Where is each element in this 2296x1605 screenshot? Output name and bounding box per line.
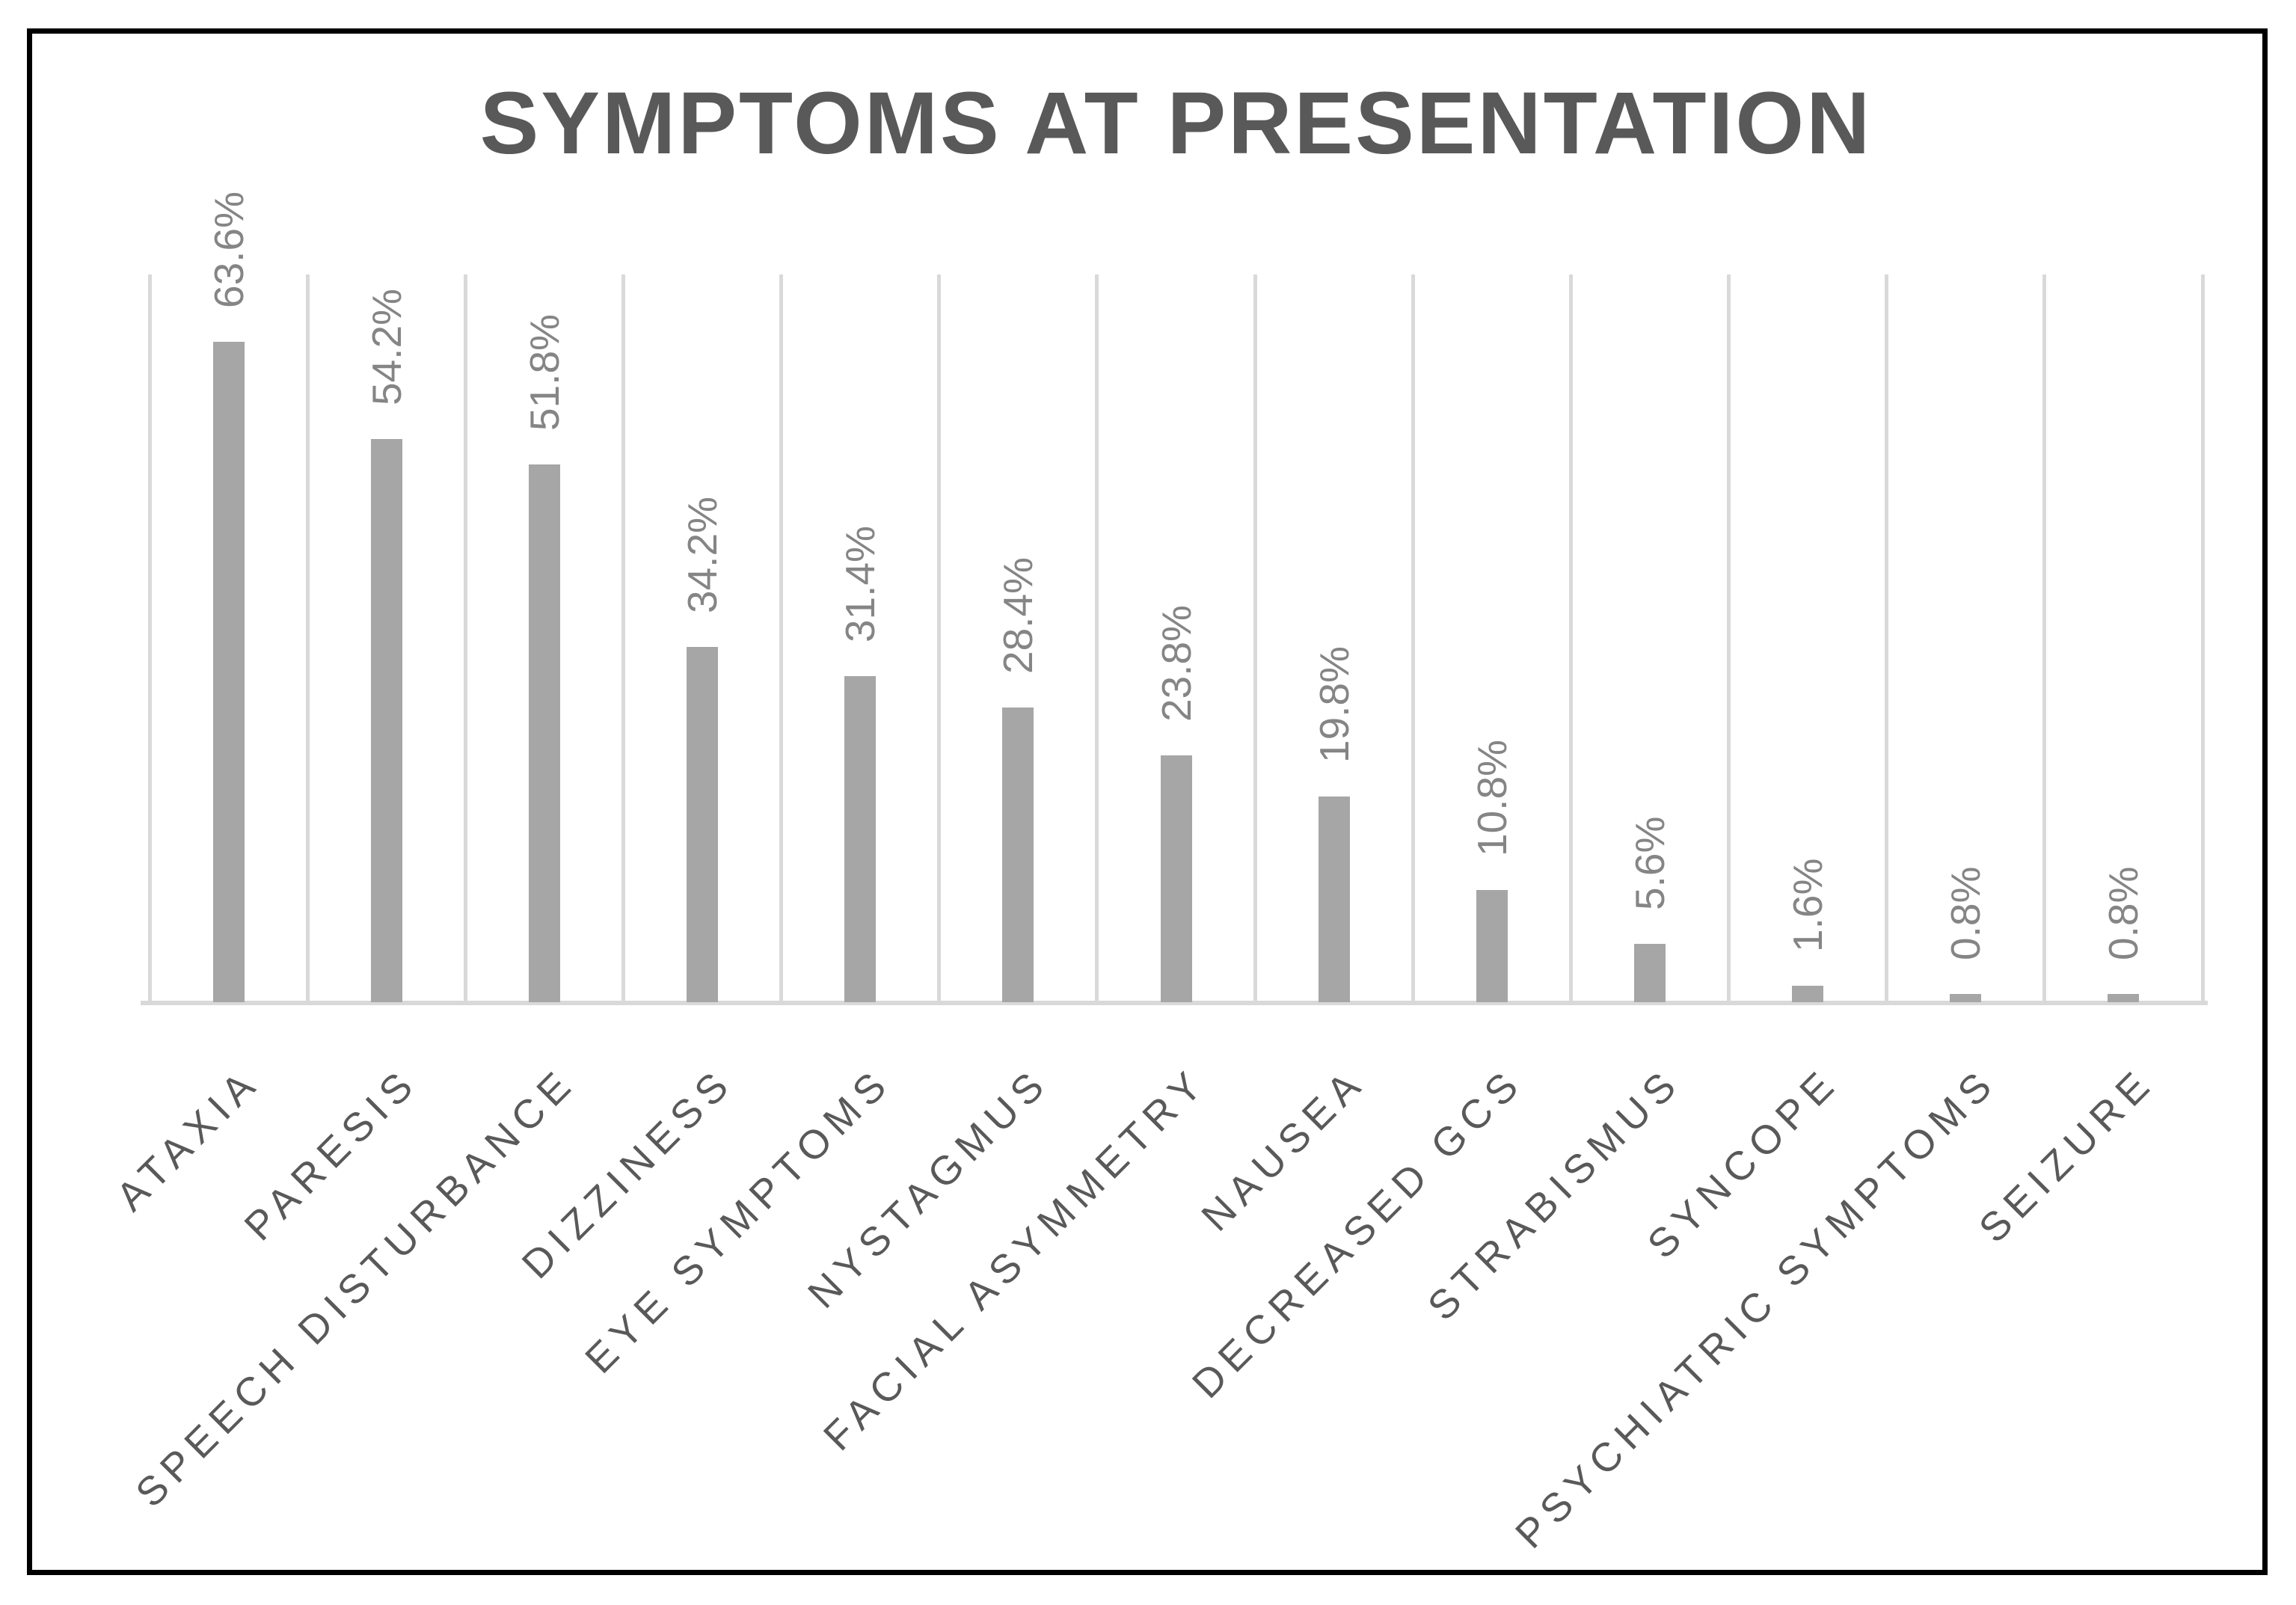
bar-paresis [370,439,402,1002]
category-gridline [1568,274,1573,1002]
category-gridline [2042,274,2047,1002]
value-label: 19.8% [1310,646,1357,764]
bar-speech-disturbance [528,464,560,1002]
bar-decreased-gcs [1476,890,1508,1002]
chart-title: SYMPTOMS AT PRESENTATION [479,74,1873,173]
value-label: 5.6% [1626,816,1673,911]
bar-dizziness [687,647,719,1002]
bar-nausea [1318,797,1350,1002]
value-label: 31.4% [837,526,884,642]
category-gridline [1727,274,1731,1002]
bar-ataxia [212,341,245,1002]
x-axis-line [141,1001,2208,1005]
value-label: 0.8% [1942,866,1989,960]
value-label: 0.8% [2100,866,2147,960]
value-label: 28.4% [995,556,1042,674]
category-gridline [621,274,625,1002]
value-label: 63.6% [205,191,252,308]
value-label: 51.8% [521,313,568,431]
category-gridline [1095,274,1099,1002]
category-gridline [1885,274,1889,1002]
value-label: 10.8% [1468,740,1515,857]
category-gridline [305,274,310,1002]
category-gridline [1253,274,1257,1002]
category-gridline [147,274,152,1002]
figure-border [27,28,2268,1575]
bar-nystagmus [1002,707,1034,1002]
bar-facial-asymmetry [1160,755,1192,1002]
value-label: 1.6% [1784,858,1832,952]
bar-syncope [1792,985,1824,1002]
category-gridline [1411,274,1415,1002]
value-label: 34.2% [679,497,726,614]
category-gridline [937,274,942,1002]
bar-eye-symptoms [844,676,877,1002]
category-gridline [2200,274,2205,1002]
bar-strabismus [1633,944,1666,1002]
category-gridline [779,274,784,1002]
category-gridline [463,274,467,1002]
bar-seizure [2108,993,2140,1002]
bar-psychiatric-symptoms [1950,993,1982,1002]
value-label: 23.8% [1152,604,1200,722]
value-label: 54.2% [363,289,410,406]
